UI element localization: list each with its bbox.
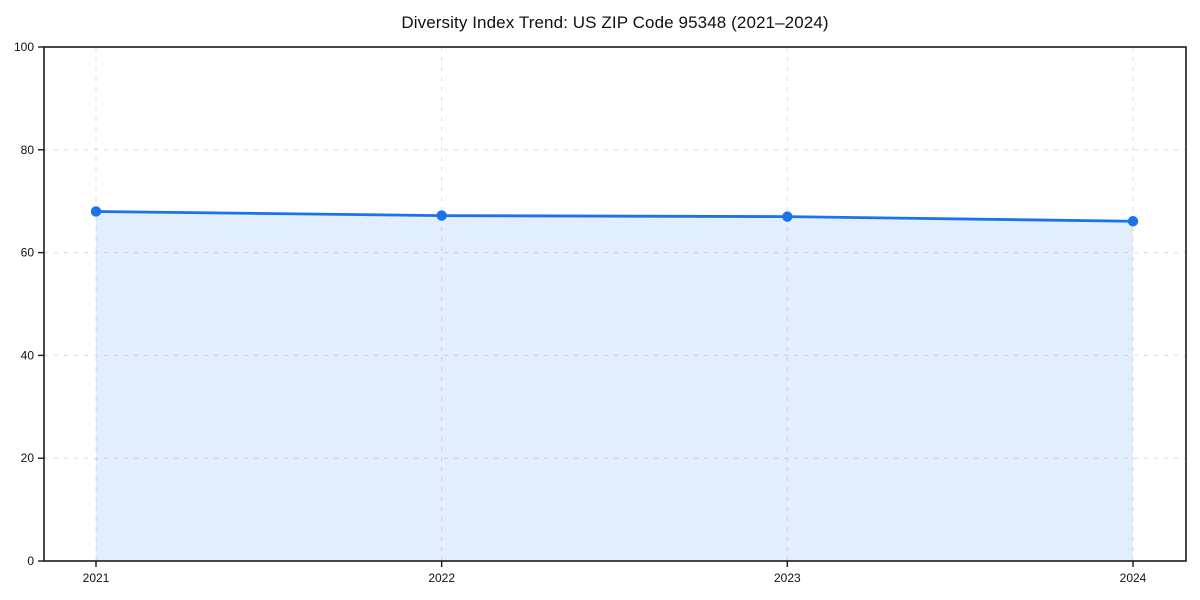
data-point-2023 <box>782 211 793 222</box>
x-tick-label: 2023 <box>774 571 801 585</box>
data-point-2024 <box>1127 216 1139 227</box>
x-tick-label: 2022 <box>428 571 455 585</box>
x-tick-label: 2021 <box>83 571 110 585</box>
x-tick-label: 2024 <box>1120 571 1147 585</box>
data-point-2022 <box>436 210 447 221</box>
y-tick-label: 60 <box>21 246 35 260</box>
y-tick-label: 0 <box>27 554 34 568</box>
y-tick-label: 40 <box>21 348 35 362</box>
plot-border <box>43 46 1187 562</box>
trend-line <box>94 210 1135 223</box>
y-tick-label: 100 <box>14 40 34 54</box>
y-tick-label: 80 <box>21 143 35 157</box>
chart-title: Diversity Index Trend: US ZIP Code 95348… <box>401 13 829 32</box>
area-fill <box>96 211 1133 562</box>
data-point-2021 <box>90 206 102 217</box>
y-tick-label: 20 <box>21 451 35 465</box>
